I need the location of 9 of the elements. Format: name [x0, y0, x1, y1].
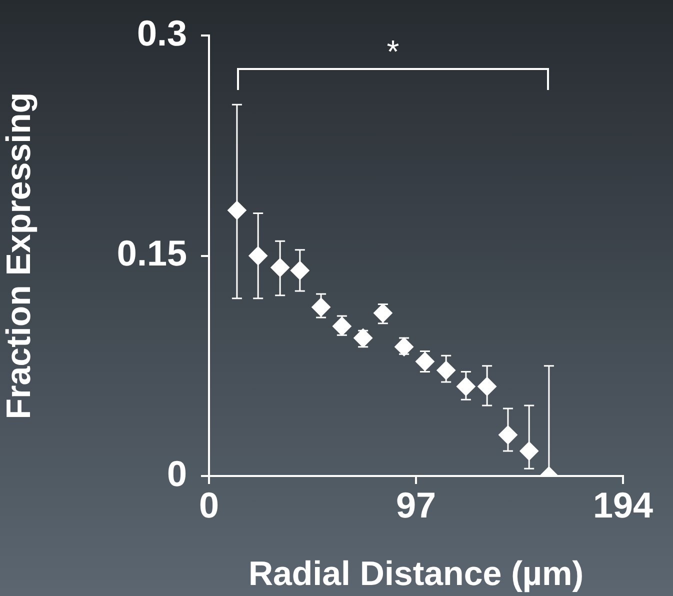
y-axis-title: Fraction Expressing: [0, 92, 38, 420]
x-tick-label: 97: [396, 484, 436, 526]
x-tick-label: 194: [592, 484, 654, 526]
y-tick-label: 0.3: [136, 12, 187, 54]
y-tick-label: 0.15: [116, 232, 187, 274]
x-axis-title: Radial Distance (µm): [248, 554, 584, 593]
x-tick-label: 0: [198, 484, 220, 526]
y-tick-label: 0: [166, 452, 187, 494]
annotation: *: [386, 33, 400, 70]
